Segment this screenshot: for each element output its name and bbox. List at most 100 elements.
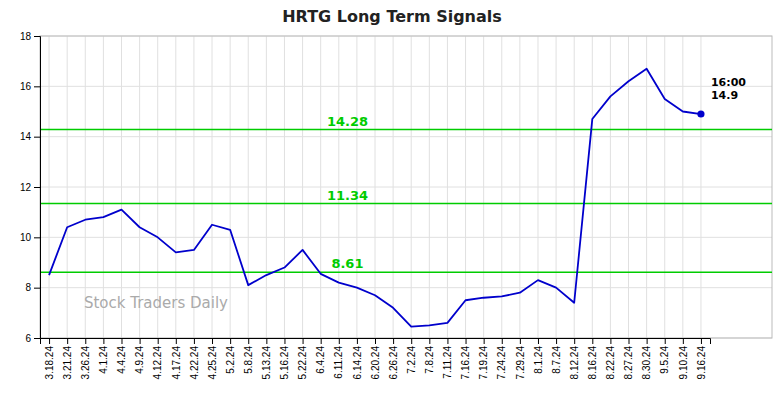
x-tick-label: 8.30.24: [641, 346, 652, 380]
x-grid-line: [610, 36, 611, 338]
x-grid-line: [67, 36, 68, 338]
x-tick: 4.12.24: [152, 338, 163, 379]
x-tick-mark: [538, 338, 539, 344]
x-tick: 4.4.24: [116, 338, 127, 374]
x-tick-mark: [520, 338, 521, 344]
x-tick-mark: [303, 338, 304, 344]
x-tick: 7.11.24: [442, 338, 453, 379]
x-tick-label: 9.5.24: [659, 346, 670, 374]
x-tick: 4.25.24: [207, 338, 218, 379]
reference-line-label: 11.34: [327, 188, 368, 203]
x-tick-mark: [429, 338, 430, 344]
reference-line: [40, 203, 772, 205]
x-tick-label: 4.22.24: [189, 346, 200, 380]
x-tick: 7.2.24: [406, 338, 417, 374]
x-tick-label: 5.8.24: [243, 346, 254, 374]
x-grid-line: [501, 36, 502, 338]
x-tick-mark: [393, 338, 394, 344]
x-tick: 7.24.24: [496, 338, 507, 379]
reference-line: [40, 129, 772, 131]
x-tick: 6.20.24: [370, 338, 381, 379]
x-tick: 3.26.24: [80, 338, 91, 379]
x-tick: 4.9.24: [134, 338, 145, 374]
y-tick-label: 12: [20, 182, 32, 193]
x-tick-label: 8.1.24: [533, 346, 544, 374]
x-tick-mark: [284, 338, 285, 344]
y-tick-mark: [34, 137, 40, 138]
x-tick: 7.29.24: [515, 338, 526, 379]
x-tick: 5.13.24: [261, 338, 272, 379]
x-tick-mark: [140, 338, 141, 344]
x-tick: 5.2.24: [225, 338, 236, 374]
y-axis: 681012141618: [20, 31, 41, 344]
x-tick-mark: [665, 338, 666, 344]
plot: Stock Traders Daily8.6111.3414.2816:0014…: [20, 31, 772, 380]
x-grid-line: [302, 36, 303, 338]
x-tick: 5.8.24: [243, 338, 254, 374]
x-grid-line: [193, 36, 194, 338]
x-grid-line: [103, 36, 104, 338]
reference-line: [40, 272, 772, 274]
x-grid-line: [230, 36, 231, 338]
x-tick-mark: [339, 338, 340, 344]
x-tick: 8.7.24: [551, 338, 562, 374]
x-tick-mark: [683, 338, 684, 344]
y-tick-label: 18: [20, 31, 32, 42]
y-tick: 14: [20, 131, 40, 142]
x-tick: 8.12.24: [569, 338, 580, 379]
x-grid-line: [266, 36, 267, 338]
x-tick-label: 3.26.24: [80, 346, 91, 380]
x-tick-label: 8.16.24: [587, 346, 598, 380]
x-tick-mark: [85, 338, 86, 344]
y-tick: 8: [25, 282, 40, 293]
x-grid-line: [393, 36, 394, 338]
y-grid-line: [40, 86, 772, 87]
x-grid-line: [85, 36, 86, 338]
x-tick-mark: [466, 338, 467, 344]
x-tick: 7.8.24: [424, 338, 435, 374]
x-grid-line: [49, 36, 50, 338]
x-tick-mark: [49, 338, 50, 344]
y-tick: 10: [20, 232, 40, 243]
x-tick-mark: [194, 338, 195, 344]
title: HRTG Long Term Signals: [282, 7, 502, 26]
x-tick: 8.27.24: [623, 338, 634, 379]
y-tick-mark: [34, 86, 40, 87]
x-tick: 5.16.24: [279, 338, 290, 379]
x-grid-line: [411, 36, 412, 338]
x-grid-line: [284, 36, 285, 338]
y-tick-label: 14: [20, 131, 32, 142]
x-tick-mark: [158, 338, 159, 344]
x-tick-mark: [176, 338, 177, 344]
y-tick-mark: [34, 288, 40, 289]
grid: [40, 36, 772, 338]
x-grid-line: [212, 36, 213, 338]
x-tick-label: 4.1.24: [98, 346, 109, 374]
x-tick-mark: [574, 338, 575, 344]
x-tick-label: 6.26.24: [388, 346, 399, 380]
x-grid-line: [175, 36, 176, 338]
x-tick-label: 7.19.24: [478, 346, 489, 380]
x-tick-mark: [266, 338, 267, 344]
y-tick-label: 8: [25, 282, 31, 293]
x-tick: 7.19.24: [478, 338, 489, 379]
y-tick-mark: [34, 338, 40, 339]
x-tick-mark: [67, 338, 68, 344]
x-tick-mark: [411, 338, 412, 344]
reference-line-label: 8.61: [331, 256, 363, 271]
y-grid-line: [40, 187, 772, 188]
x-grid-line: [483, 36, 484, 338]
y-tick-label: 10: [20, 232, 32, 243]
x-tick: 7.16.24: [460, 338, 471, 379]
x-grid-line: [157, 36, 158, 338]
y-tick-label: 16: [20, 81, 32, 92]
x-tick-mark: [357, 338, 358, 344]
x-grid-line: [429, 36, 430, 338]
x-tick-label: 5.16.24: [279, 346, 290, 380]
x-tick: 8.30.24: [641, 338, 652, 379]
reference-line-label: 14.28: [327, 114, 368, 129]
x-tick: 4.1.24: [98, 338, 109, 374]
marks: [40, 69, 772, 327]
x-tick-label: 4.25.24: [207, 346, 218, 380]
x-tick-label: 8.27.24: [623, 346, 634, 380]
